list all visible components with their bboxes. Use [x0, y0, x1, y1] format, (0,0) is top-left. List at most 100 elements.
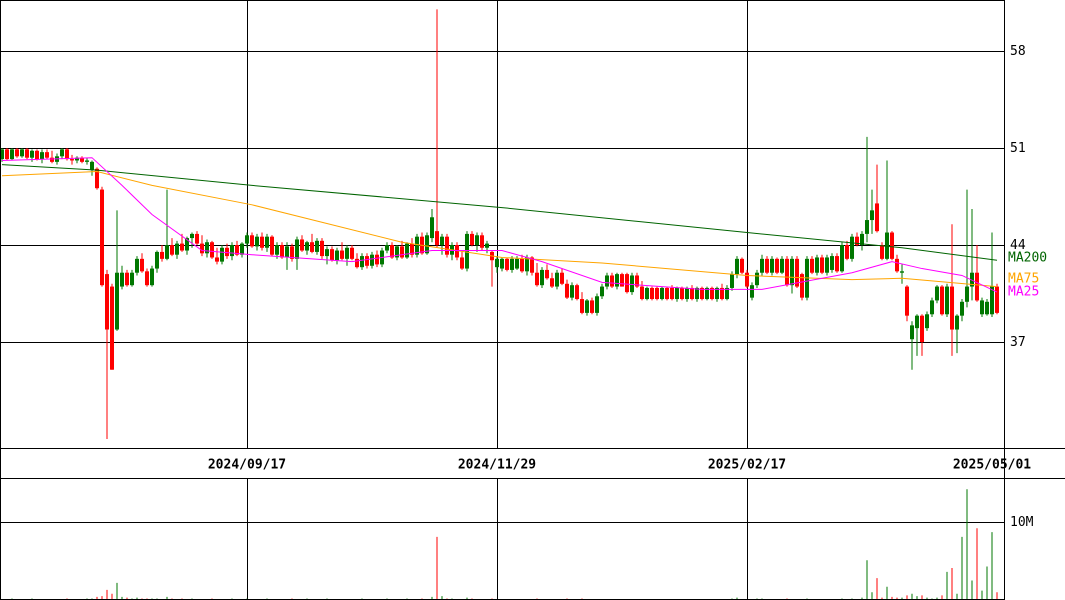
- candle-body: [770, 258, 774, 273]
- candle-body: [790, 258, 794, 286]
- candle-body: [285, 246, 289, 258]
- candle-body: [945, 286, 949, 315]
- candle-body: [405, 243, 409, 258]
- candle-body: [520, 258, 524, 272]
- candle-body: [970, 272, 974, 287]
- candle-body: [690, 287, 694, 300]
- candle-body: [995, 286, 999, 313]
- candle-body: [330, 249, 334, 261]
- candle-body: [855, 236, 859, 245]
- candle-body: [300, 239, 304, 251]
- candle-body: [680, 287, 684, 300]
- candle-body: [425, 235, 429, 254]
- candle-body: [900, 271, 904, 273]
- candle-body: [925, 314, 929, 329]
- candle-body: [960, 301, 964, 316]
- candle-body: [565, 283, 569, 298]
- candle-body: [735, 258, 739, 275]
- candle-body: [930, 300, 934, 315]
- candle-body: [625, 274, 629, 293]
- candle-body: [170, 244, 174, 255]
- candle-body: [260, 236, 264, 248]
- candle-body: [795, 258, 799, 287]
- candle-body: [430, 217, 434, 239]
- candle-body: [145, 271, 149, 286]
- candle-body: [315, 240, 319, 252]
- candle-body: [620, 274, 624, 287]
- candle-body: [155, 251, 159, 269]
- legend-ma75: MA75: [1008, 272, 1039, 287]
- candle-body: [210, 242, 214, 258]
- candle-body: [120, 272, 124, 287]
- candle-body: [990, 286, 994, 315]
- candle-body: [250, 235, 254, 247]
- candle-body: [825, 257, 829, 273]
- x-tick-label: 2024/11/29: [458, 458, 536, 473]
- candle-body: [445, 236, 449, 255]
- candle-body: [130, 272, 134, 286]
- volume-tick-label: 10M: [1010, 515, 1034, 530]
- candle-body: [355, 258, 359, 268]
- candle-body: [555, 272, 559, 287]
- candle-body: [780, 258, 784, 273]
- candle-body: [670, 287, 674, 300]
- candle-body: [655, 287, 659, 300]
- candle-body: [660, 287, 664, 300]
- candle-body: [645, 287, 649, 300]
- candle-body: [190, 233, 194, 239]
- candle-body: [980, 300, 984, 315]
- candle-body: [320, 240, 324, 257]
- candle-body: [820, 257, 824, 273]
- candle-body: [10, 149, 14, 160]
- candle-body: [395, 246, 399, 258]
- y-tick-label: 37: [1010, 335, 1026, 350]
- candle-body: [710, 287, 714, 300]
- candle-body: [875, 203, 879, 232]
- candle-body: [725, 287, 729, 300]
- candle-body: [740, 258, 744, 273]
- candle-body: [305, 242, 309, 251]
- candle-body: [635, 275, 639, 287]
- candle-body: [345, 247, 349, 259]
- candle-body: [545, 269, 549, 279]
- candle-body: [0, 149, 4, 160]
- candle-body: [870, 210, 874, 221]
- candle-body: [480, 235, 484, 248]
- candle-body: [80, 157, 84, 162]
- candle-body: [150, 268, 154, 286]
- candle-body: [45, 152, 49, 158]
- candle-body: [885, 232, 889, 259]
- candle-body: [540, 269, 544, 286]
- candle-body: [230, 244, 234, 257]
- candle-body: [60, 149, 64, 157]
- candle-body: [610, 275, 614, 287]
- candle-body: [845, 244, 849, 259]
- grid: [0, 0, 1004, 600]
- candle-body: [50, 157, 54, 162]
- candle-body: [510, 258, 514, 270]
- x-tick-label: 2025/05/01: [953, 458, 1031, 473]
- candle-body: [700, 287, 704, 300]
- candle-body: [175, 243, 179, 255]
- legend-ma200: MA200: [1008, 251, 1047, 266]
- candle-body: [100, 189, 104, 286]
- candle-body: [390, 244, 394, 258]
- candle-body: [110, 286, 114, 370]
- candle-body: [165, 244, 169, 259]
- candle-body: [630, 275, 634, 293]
- y-tick-label: 51: [1010, 141, 1026, 156]
- candle-body: [310, 242, 314, 252]
- candle-body: [35, 150, 39, 160]
- candle-body: [75, 157, 79, 161]
- candle-body: [455, 244, 459, 258]
- candle-body: [860, 233, 864, 245]
- candle-body: [275, 244, 279, 255]
- y-tick-label: 44: [1010, 238, 1026, 253]
- candle-body: [435, 231, 439, 245]
- candle-body: [965, 286, 969, 302]
- candle-body: [815, 257, 819, 273]
- candle-body: [85, 160, 89, 162]
- candle-body: [70, 159, 74, 161]
- candle-body: [375, 254, 379, 265]
- candle-body: [575, 285, 579, 300]
